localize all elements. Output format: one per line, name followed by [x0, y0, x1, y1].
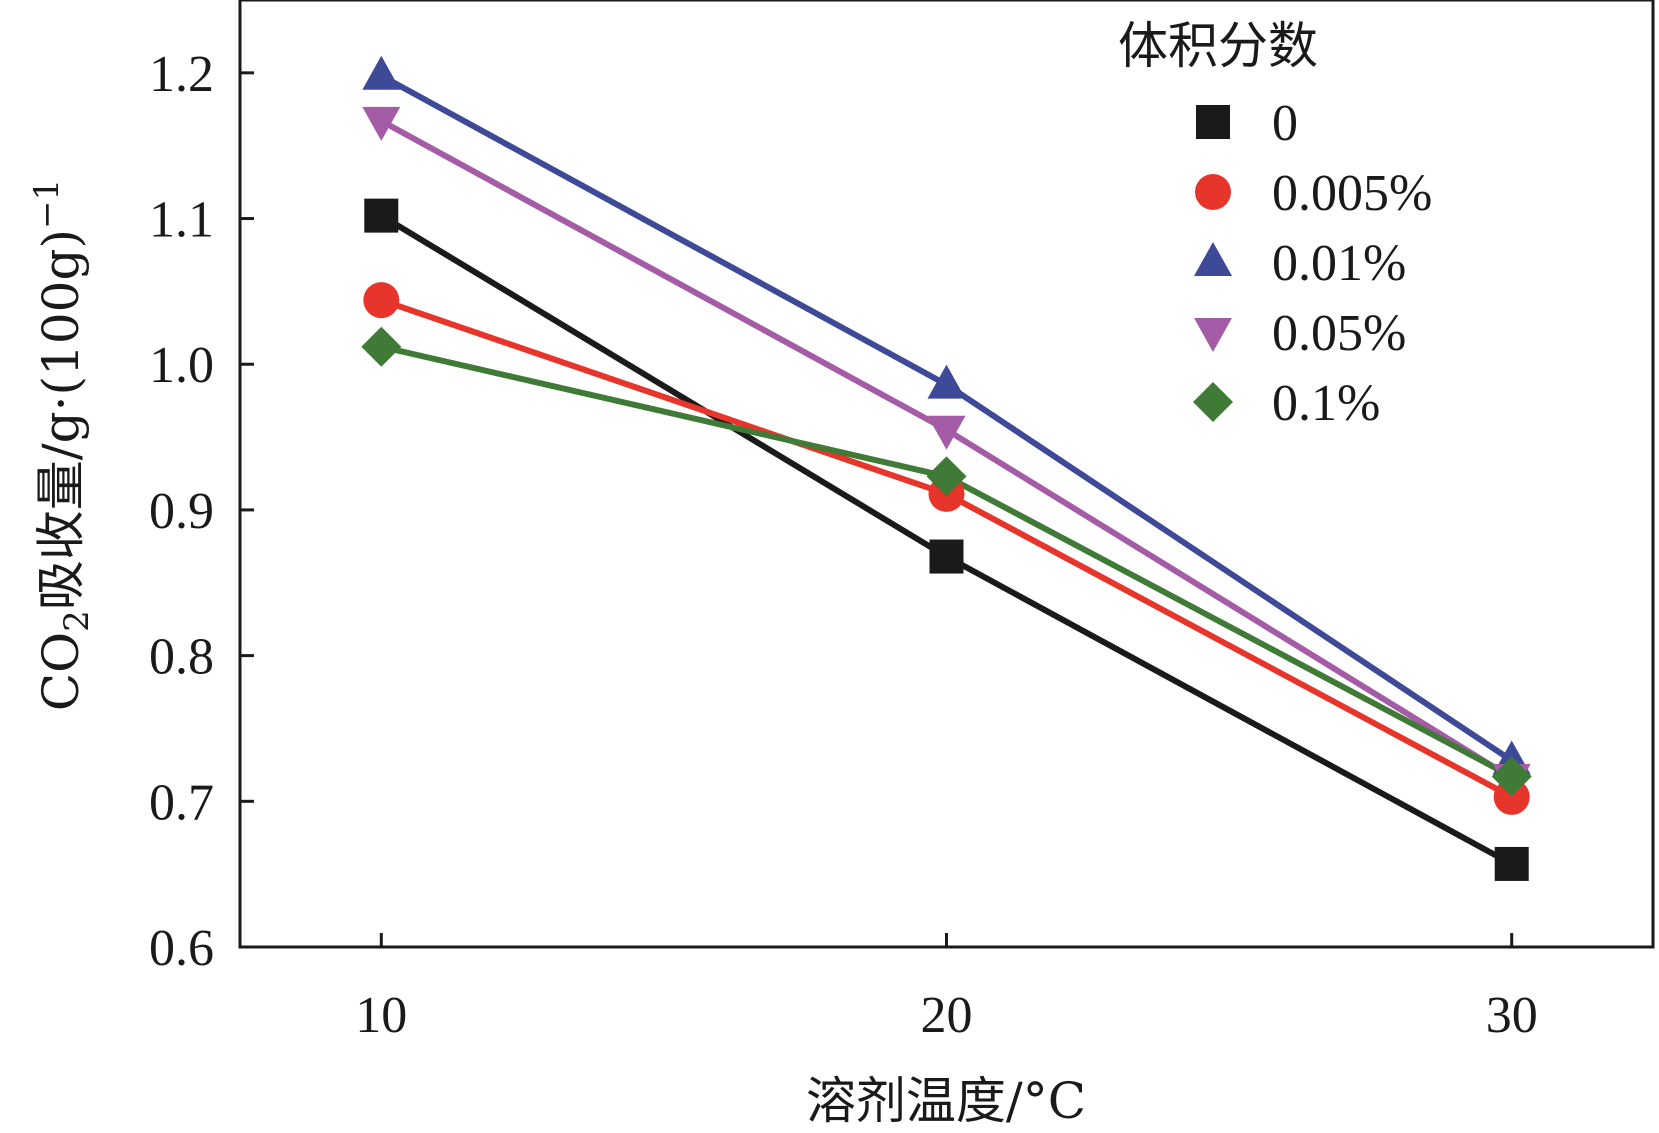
- y-tick-label-0: 0.6: [149, 920, 214, 977]
- data-point-s4-p0: [361, 326, 402, 367]
- legend-marker-0: [1196, 105, 1230, 139]
- data-point-s4-p2: [1491, 756, 1532, 797]
- data-point-s0-p0: [364, 198, 399, 233]
- legend-title: 体积分数: [1118, 17, 1318, 75]
- y-tick-label-5: 1.1: [149, 192, 214, 249]
- x-tick-label-10: 10: [355, 987, 407, 1044]
- y-axis-title-subscript: 2: [57, 610, 97, 632]
- data-point-s2-p1: [927, 364, 966, 399]
- y-axis-title-prefix: CO: [32, 632, 90, 711]
- data-point-s3-p1: [927, 415, 966, 450]
- legend-label-1: 0.005%: [1272, 165, 1432, 222]
- legend-label-2: 0.01%: [1272, 235, 1406, 292]
- series-layer: [361, 55, 1532, 881]
- y-axis: 0.6 0.7 0.8 0.9 1.0 1.1 1.2: [149, 46, 254, 977]
- legend: 体积分数 0 0.005% 0.01% 0.05% 0.1%: [1118, 17, 1432, 432]
- legend-marker-4: [1193, 382, 1233, 422]
- legend-label-4: 0.1%: [1272, 375, 1380, 432]
- data-point-s4-p1: [926, 456, 967, 497]
- legend-label-0: 0: [1272, 95, 1298, 152]
- legend-marker-3: [1194, 318, 1232, 352]
- y-tick-label-2: 0.8: [149, 629, 214, 686]
- y-tick-label-1: 0.7: [149, 774, 214, 831]
- x-axis-title: 溶剂温度/°C: [806, 1072, 1086, 1130]
- x-tick-label-20: 20: [921, 987, 973, 1044]
- legend-marker-1: [1195, 174, 1231, 210]
- y-axis-title-superscript: −1: [27, 179, 67, 229]
- y-axis-title-main: 吸收量/g·(100g): [32, 229, 90, 610]
- data-point-s1-p0: [363, 282, 400, 319]
- y-tick-label-3: 0.9: [149, 483, 214, 540]
- data-point-s2-p0: [362, 55, 401, 90]
- legend-marker-2: [1194, 242, 1232, 276]
- data-point-s0-p1: [929, 539, 964, 574]
- y-axis-title-text: CO2吸收量/g·(100g)−1: [27, 179, 97, 711]
- data-point-s0-p2: [1494, 846, 1529, 881]
- data-point-s3-p0: [362, 106, 401, 141]
- y-axis-title: CO2吸收量/g·(100g)−1: [27, 179, 97, 711]
- legend-label-3: 0.05%: [1272, 305, 1406, 362]
- x-tick-label-30: 30: [1486, 987, 1538, 1044]
- y-tick-label-4: 1.0: [149, 337, 214, 394]
- y-tick-label-6: 1.2: [149, 46, 214, 103]
- x-axis: 10 20 30: [355, 933, 1538, 1044]
